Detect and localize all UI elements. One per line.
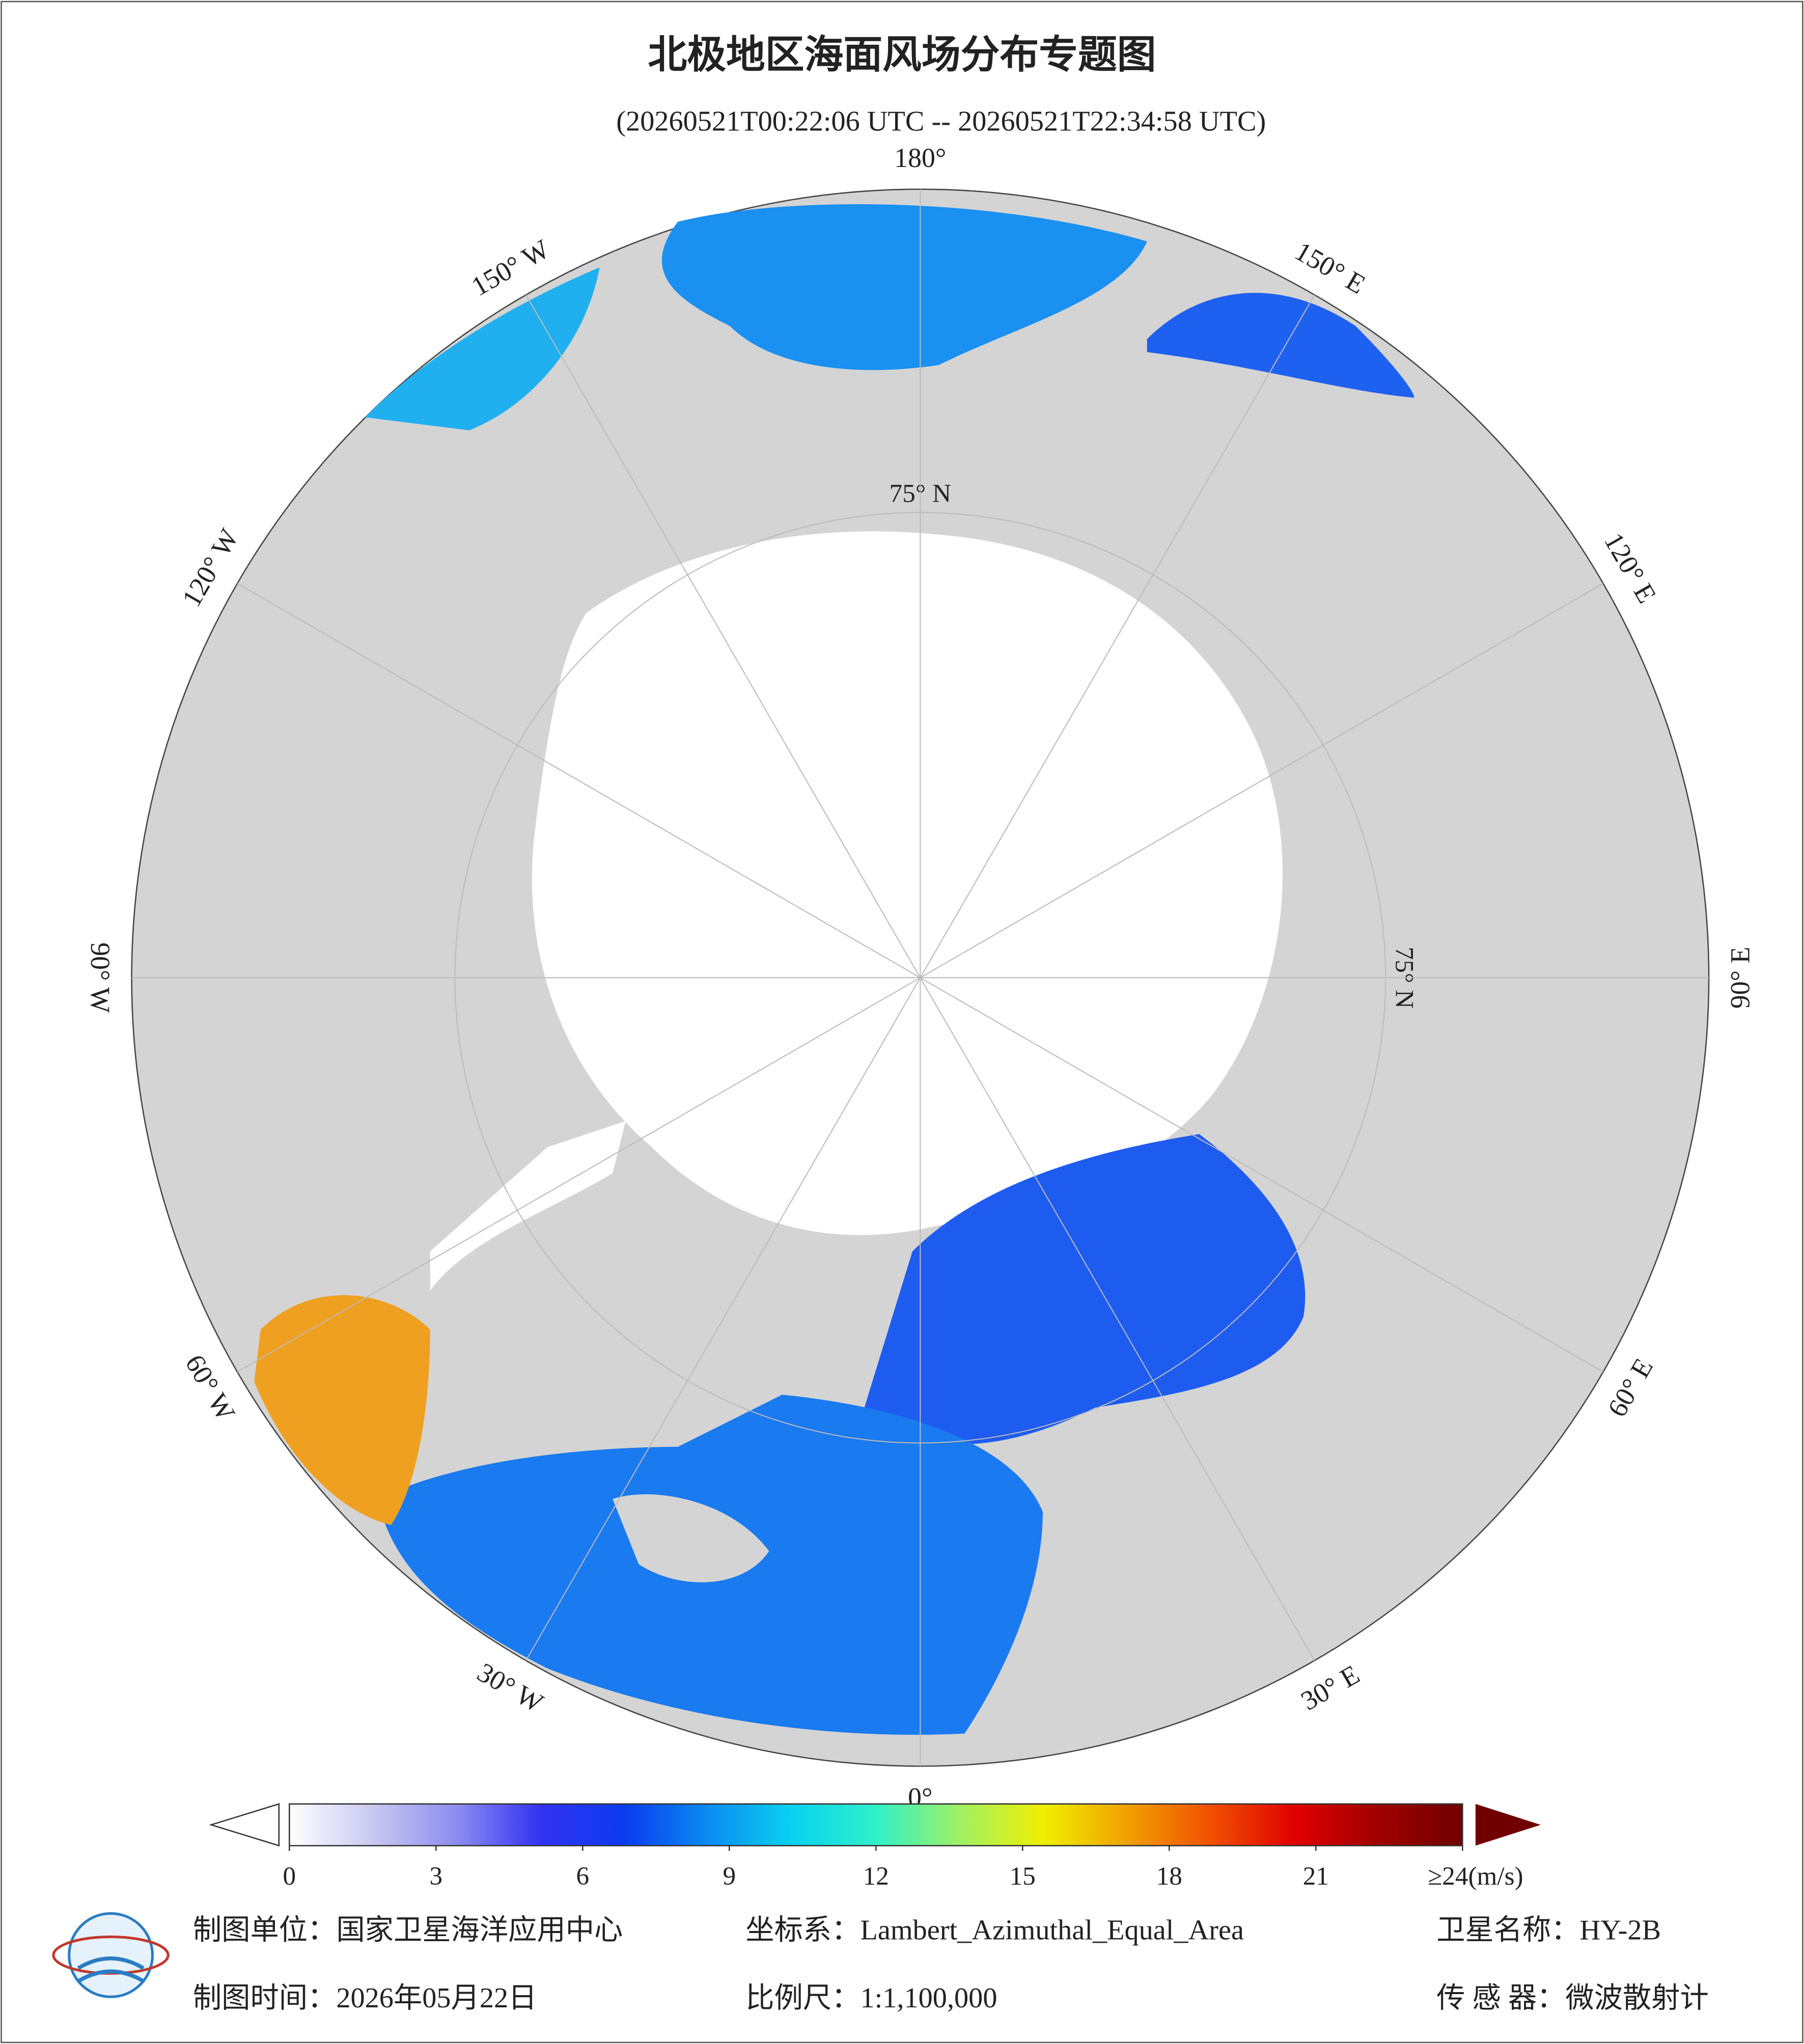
meridian-label: 180° bbox=[894, 143, 946, 173]
meridian bbox=[920, 977, 1315, 1661]
cb-over bbox=[1475, 1804, 1541, 1846]
wind-field bbox=[365, 267, 600, 431]
cb-tick-label: 9 bbox=[723, 1862, 736, 1891]
cb-tick-label: 21 bbox=[1303, 1862, 1329, 1891]
footer-date: 制图时间：2026年05月22日 bbox=[193, 1982, 537, 2014]
sea-ice bbox=[430, 1121, 626, 1291]
cb-tick-label: 18 bbox=[1156, 1862, 1182, 1891]
cb-tick-label: 0 bbox=[283, 1862, 296, 1891]
wind-field bbox=[254, 1295, 430, 1525]
meridian bbox=[920, 583, 1604, 978]
sea-ice bbox=[532, 531, 1283, 1236]
logo bbox=[52, 1912, 170, 1998]
subtitle: (20260521T00:22:06 UTC -- 20260521T22:34… bbox=[616, 105, 1266, 137]
meridian bbox=[237, 583, 921, 978]
cb-tick-label: ≥24(m/s) bbox=[1428, 1862, 1523, 1891]
meridian-label: 90° E bbox=[1725, 947, 1755, 1009]
iceland bbox=[613, 1494, 769, 1583]
meridian bbox=[525, 294, 921, 978]
cb-tick-label: 6 bbox=[576, 1862, 590, 1891]
colorbar bbox=[289, 1803, 1463, 1846]
meridian-label: 90° W bbox=[85, 942, 116, 1013]
footer-scale: 比例尺：1:1,100,000 bbox=[745, 1982, 997, 2014]
meridian bbox=[920, 294, 1315, 978]
wind-field bbox=[1147, 293, 1414, 398]
cb-tick-label: 15 bbox=[1010, 1862, 1036, 1891]
wind-field bbox=[860, 1134, 1306, 1445]
cb-tick-label: 12 bbox=[863, 1862, 889, 1891]
meridian bbox=[525, 977, 921, 1661]
cb-under bbox=[209, 1803, 280, 1847]
footer-sensor: 传 感 器：微波散射计 bbox=[1436, 1982, 1709, 2014]
footer-satellite: 卫星名称：HY-2B bbox=[1436, 1915, 1661, 1946]
meridian bbox=[920, 977, 1604, 1373]
footer-unit: 制图单位：国家卫星海洋应用中心 bbox=[193, 1915, 623, 1946]
meridian bbox=[237, 977, 921, 1373]
cb-tick-label: 3 bbox=[430, 1862, 443, 1891]
title: 北极地区海面风场分布专题图 bbox=[648, 33, 1156, 78]
wind-field bbox=[661, 204, 1147, 370]
footer-crs: 坐标系：Lambert_Azimuthal_Equal_Area bbox=[745, 1915, 1244, 1946]
